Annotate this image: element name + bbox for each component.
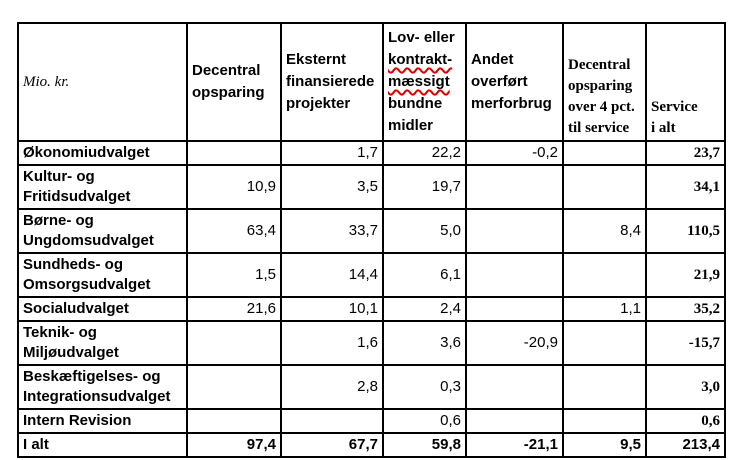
cell-service-i-alt: 23,7 (645, 140, 726, 166)
cell-service-i-alt: 35,2 (645, 296, 726, 322)
cell-decentral-opsparing: 97,4 (186, 432, 282, 458)
cell-service-i-alt: 0,6 (645, 408, 726, 434)
cell-decentral-opsparing-over-4-pct (562, 408, 647, 434)
cell-eksternt-finansierede-projekter: 3,5 (280, 164, 384, 210)
cell-eksternt-finansierede-projekter: 33,7 (280, 208, 384, 254)
cell-andet-overfoert-merforbrug: -0,2 (465, 140, 564, 166)
cell-eksternt-finansierede-projekter: 1,6 (280, 320, 384, 366)
header-line: Lov- eller (388, 29, 455, 46)
cell-service-i-alt: 110,5 (645, 208, 726, 254)
cell-decentral-opsparing-over-4-pct (562, 320, 647, 366)
header-row: Mio. kr. Decentral opsparing Eksternt fi… (17, 22, 726, 142)
table-row: Socialudvalget 21,6 10,1 2,4 1,1 35,2 (17, 296, 726, 322)
cell-lov-kontraktmaessigt-bundne-midler: 6,1 (382, 252, 467, 298)
cell-lov-kontraktmaessigt-bundne-midler: 19,7 (382, 164, 467, 210)
table-row: Beskæftigelses- og Integrationsudvalget … (17, 364, 726, 410)
cell-decentral-opsparing-over-4-pct: 1,1 (562, 296, 647, 322)
table-body: Økonomiudvalget 1,7 22,2 -0,2 23,7 Kultu… (17, 140, 726, 458)
cell-decentral-opsparing: 21,6 (186, 296, 282, 322)
col-header-decentral-opsparing-over-4-pct: Decentral opsparing over 4 pct. til serv… (562, 22, 647, 142)
cell-decentral-opsparing-over-4-pct (562, 164, 647, 210)
cell-decentral-opsparing (186, 408, 282, 434)
cell-service-i-alt: 213,4 (645, 432, 726, 458)
cell-andet-overfoert-merforbrug (465, 408, 564, 434)
unit-label-cell: Mio. kr. (17, 22, 188, 142)
cell-decentral-opsparing (186, 364, 282, 410)
cell-decentral-opsparing-over-4-pct (562, 252, 647, 298)
col-header-andet-overfoert-merforbrug: Andet overført merforbrug (465, 22, 564, 142)
table-row: Økonomiudvalget 1,7 22,2 -0,2 23,7 (17, 140, 726, 166)
cell-eksternt-finansierede-projekter: 2,8 (280, 364, 384, 410)
cell-service-i-alt: 3,0 (645, 364, 726, 410)
cell-eksternt-finansierede-projekter (280, 408, 384, 434)
cell-decentral-opsparing: 10,9 (186, 164, 282, 210)
cell-decentral-opsparing: 63,4 (186, 208, 282, 254)
row-label: Sundheds- og Omsorgsudvalget (17, 252, 188, 298)
cell-andet-overfoert-merforbrug (465, 208, 564, 254)
header-line: midler (388, 117, 434, 134)
budget-table-container: Mio. kr. Decentral opsparing Eksternt fi… (17, 22, 726, 458)
table-header: Mio. kr. Decentral opsparing Eksternt fi… (17, 22, 726, 142)
cell-andet-overfoert-merforbrug (465, 364, 564, 410)
cell-decentral-opsparing-over-4-pct (562, 140, 647, 166)
cell-lov-kontraktmaessigt-bundne-midler: 2,4 (382, 296, 467, 322)
cell-decentral-opsparing-over-4-pct: 9,5 (562, 432, 647, 458)
header-line-spellcheck: mæssigt (388, 73, 450, 90)
cell-decentral-opsparing (186, 320, 282, 366)
cell-lov-kontraktmaessigt-bundne-midler: 3,6 (382, 320, 467, 366)
table-row: Sundheds- og Omsorgsudvalget 1,5 14,4 6,… (17, 252, 726, 298)
cell-decentral-opsparing-over-4-pct: 8,4 (562, 208, 647, 254)
col-header-eksternt-finansierede-projekter: Eksternt finansierede projekter (280, 22, 384, 142)
cell-eksternt-finansierede-projekter: 67,7 (280, 432, 384, 458)
cell-eksternt-finansierede-projekter: 14,4 (280, 252, 384, 298)
cell-andet-overfoert-merforbrug (465, 164, 564, 210)
table-row: Teknik- og Miljøudvalget 1,6 3,6 -20,9 -… (17, 320, 726, 366)
cell-andet-overfoert-merforbrug (465, 252, 564, 298)
cell-andet-overfoert-merforbrug: -21,1 (465, 432, 564, 458)
row-label: Beskæftigelses- og Integrationsudvalget (17, 364, 188, 410)
cell-service-i-alt: -15,7 (645, 320, 726, 366)
cell-lov-kontraktmaessigt-bundne-midler: 22,2 (382, 140, 467, 166)
budget-overview-table: Mio. kr. Decentral opsparing Eksternt fi… (17, 22, 726, 458)
cell-decentral-opsparing: 1,5 (186, 252, 282, 298)
table-row: Intern Revision 0,6 0,6 (17, 408, 726, 434)
cell-decentral-opsparing (186, 140, 282, 166)
cell-lov-kontraktmaessigt-bundne-midler: 5,0 (382, 208, 467, 254)
row-label: I alt (17, 432, 188, 458)
cell-lov-kontraktmaessigt-bundne-midler: 0,3 (382, 364, 467, 410)
table-row: Børne- og Ungdomsudvalget 63,4 33,7 5,0 … (17, 208, 726, 254)
cell-lov-kontraktmaessigt-bundne-midler: 0,6 (382, 408, 467, 434)
row-label: Økonomiudvalget (17, 140, 188, 166)
cell-eksternt-finansierede-projekter: 1,7 (280, 140, 384, 166)
header-line-spellcheck: kontrakt- (388, 51, 453, 68)
row-label: Teknik- og Miljøudvalget (17, 320, 188, 366)
table-row: I alt 97,4 67,7 59,8 -21,1 9,5 213,4 (17, 432, 726, 458)
table-row: Kultur- og Fritidsudvalget 10,9 3,5 19,7… (17, 164, 726, 210)
cell-lov-kontraktmaessigt-bundne-midler: 59,8 (382, 432, 467, 458)
col-header-lov-kontraktmaessigt-bundne-midler: Lov- eller kontrakt- mæssigt bundne midl… (382, 22, 467, 142)
header-line: bundne (388, 95, 443, 112)
row-label: Kultur- og Fritidsudvalget (17, 164, 188, 210)
row-label: Børne- og Ungdomsudvalget (17, 208, 188, 254)
col-header-service-i-alt: Service i alt (645, 22, 726, 142)
row-label: Socialudvalget (17, 296, 188, 322)
cell-service-i-alt: 21,9 (645, 252, 726, 298)
row-label: Intern Revision (17, 408, 188, 434)
cell-service-i-alt: 34,1 (645, 164, 726, 210)
cell-eksternt-finansierede-projekter: 10,1 (280, 296, 384, 322)
cell-andet-overfoert-merforbrug: -20,9 (465, 320, 564, 366)
cell-decentral-opsparing-over-4-pct (562, 364, 647, 410)
cell-andet-overfoert-merforbrug (465, 296, 564, 322)
col-header-decentral-opsparing: Decentral opsparing (186, 22, 282, 142)
